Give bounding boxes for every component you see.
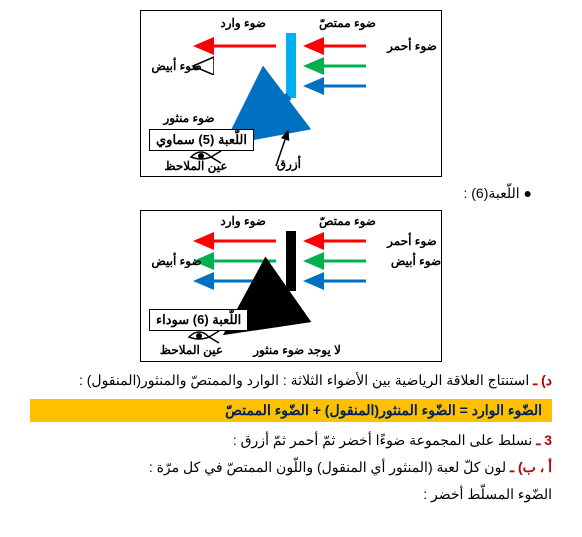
line-last: الضّوء المسلّط أخضر : [30, 486, 552, 503]
label-observer-5: عين الملاحظ [156, 159, 236, 173]
formula-box: الضّوء الوارد = الضّوء المنثور(المنقول) … [30, 399, 552, 422]
caption-5: اللّعبة (5) سماوي [149, 129, 254, 151]
line-d-prefix: د) ـ [533, 372, 552, 388]
label-white-6l: ضوء أبيض [386, 254, 446, 268]
observer-eye-icon-6 [189, 331, 219, 343]
label-white-6r: ضوء أبيض [144, 254, 209, 268]
line-3-text: نسلط على المجموعة ضوءًا أخضر ثمّ أحمر ثم… [233, 432, 536, 448]
caption-6: اللّعبة (6) سوداء [149, 309, 248, 331]
line-3-prefix: 3 ـ [536, 432, 552, 448]
line-d: د) ـ استنتاج العلاقة الرياضية بين الأضوا… [30, 372, 552, 389]
diagram-5: ضوء وارد ضوء ممتصّ ضوء أحمر ضوء أبيض ضوء… [140, 10, 442, 177]
label-red-5: ضوء أحمر [386, 39, 438, 53]
line-d-text: استنتاج العلاقة الرياضية بين الأضواء الث… [79, 372, 533, 388]
line-3: 3 ـ نسلط على المجموعة ضوءًا أخضر ثمّ أحم… [30, 432, 552, 449]
bullet-6: ● اللّعبة(6) : [10, 185, 532, 202]
label-scattered-5: ضوء منثور [149, 111, 229, 125]
label-absorbed-6: ضوء ممتصّ [319, 214, 376, 228]
label-incident-5: ضوء وارد [220, 16, 266, 30]
label-noscatter-6: لا يوجد ضوء منثور [253, 343, 341, 357]
label-white-5: ضوء أبيض [144, 59, 209, 73]
label-red-6: ضوء أحمر [386, 234, 438, 248]
line-ab: أ ، ب) ـ لون كلّ لعبة (المنثور أي المنقو… [30, 459, 552, 476]
diagram-5-svg [141, 11, 441, 176]
bullet-6-text: اللّعبة(6) : [463, 185, 519, 201]
label-incident-6: ضوء وارد [220, 214, 266, 228]
label-blue-word: أزرق [277, 157, 301, 171]
line-ab-text: لون كلّ لعبة (المنثور أي المنقول) واللّو… [149, 459, 510, 475]
label-observer-6: عين الملاحظ [154, 343, 229, 357]
label-absorbed-5: ضوء ممتصّ [319, 16, 376, 30]
diagram-6: ضوء وارد ضوء ممتصّ ضوء أحمر ضوء أبيض ضوء… [140, 210, 442, 362]
filter-bar-6 [286, 231, 296, 291]
line-ab-prefix: أ ، ب) ـ [510, 459, 552, 475]
filter-bar-5 [286, 33, 296, 98]
